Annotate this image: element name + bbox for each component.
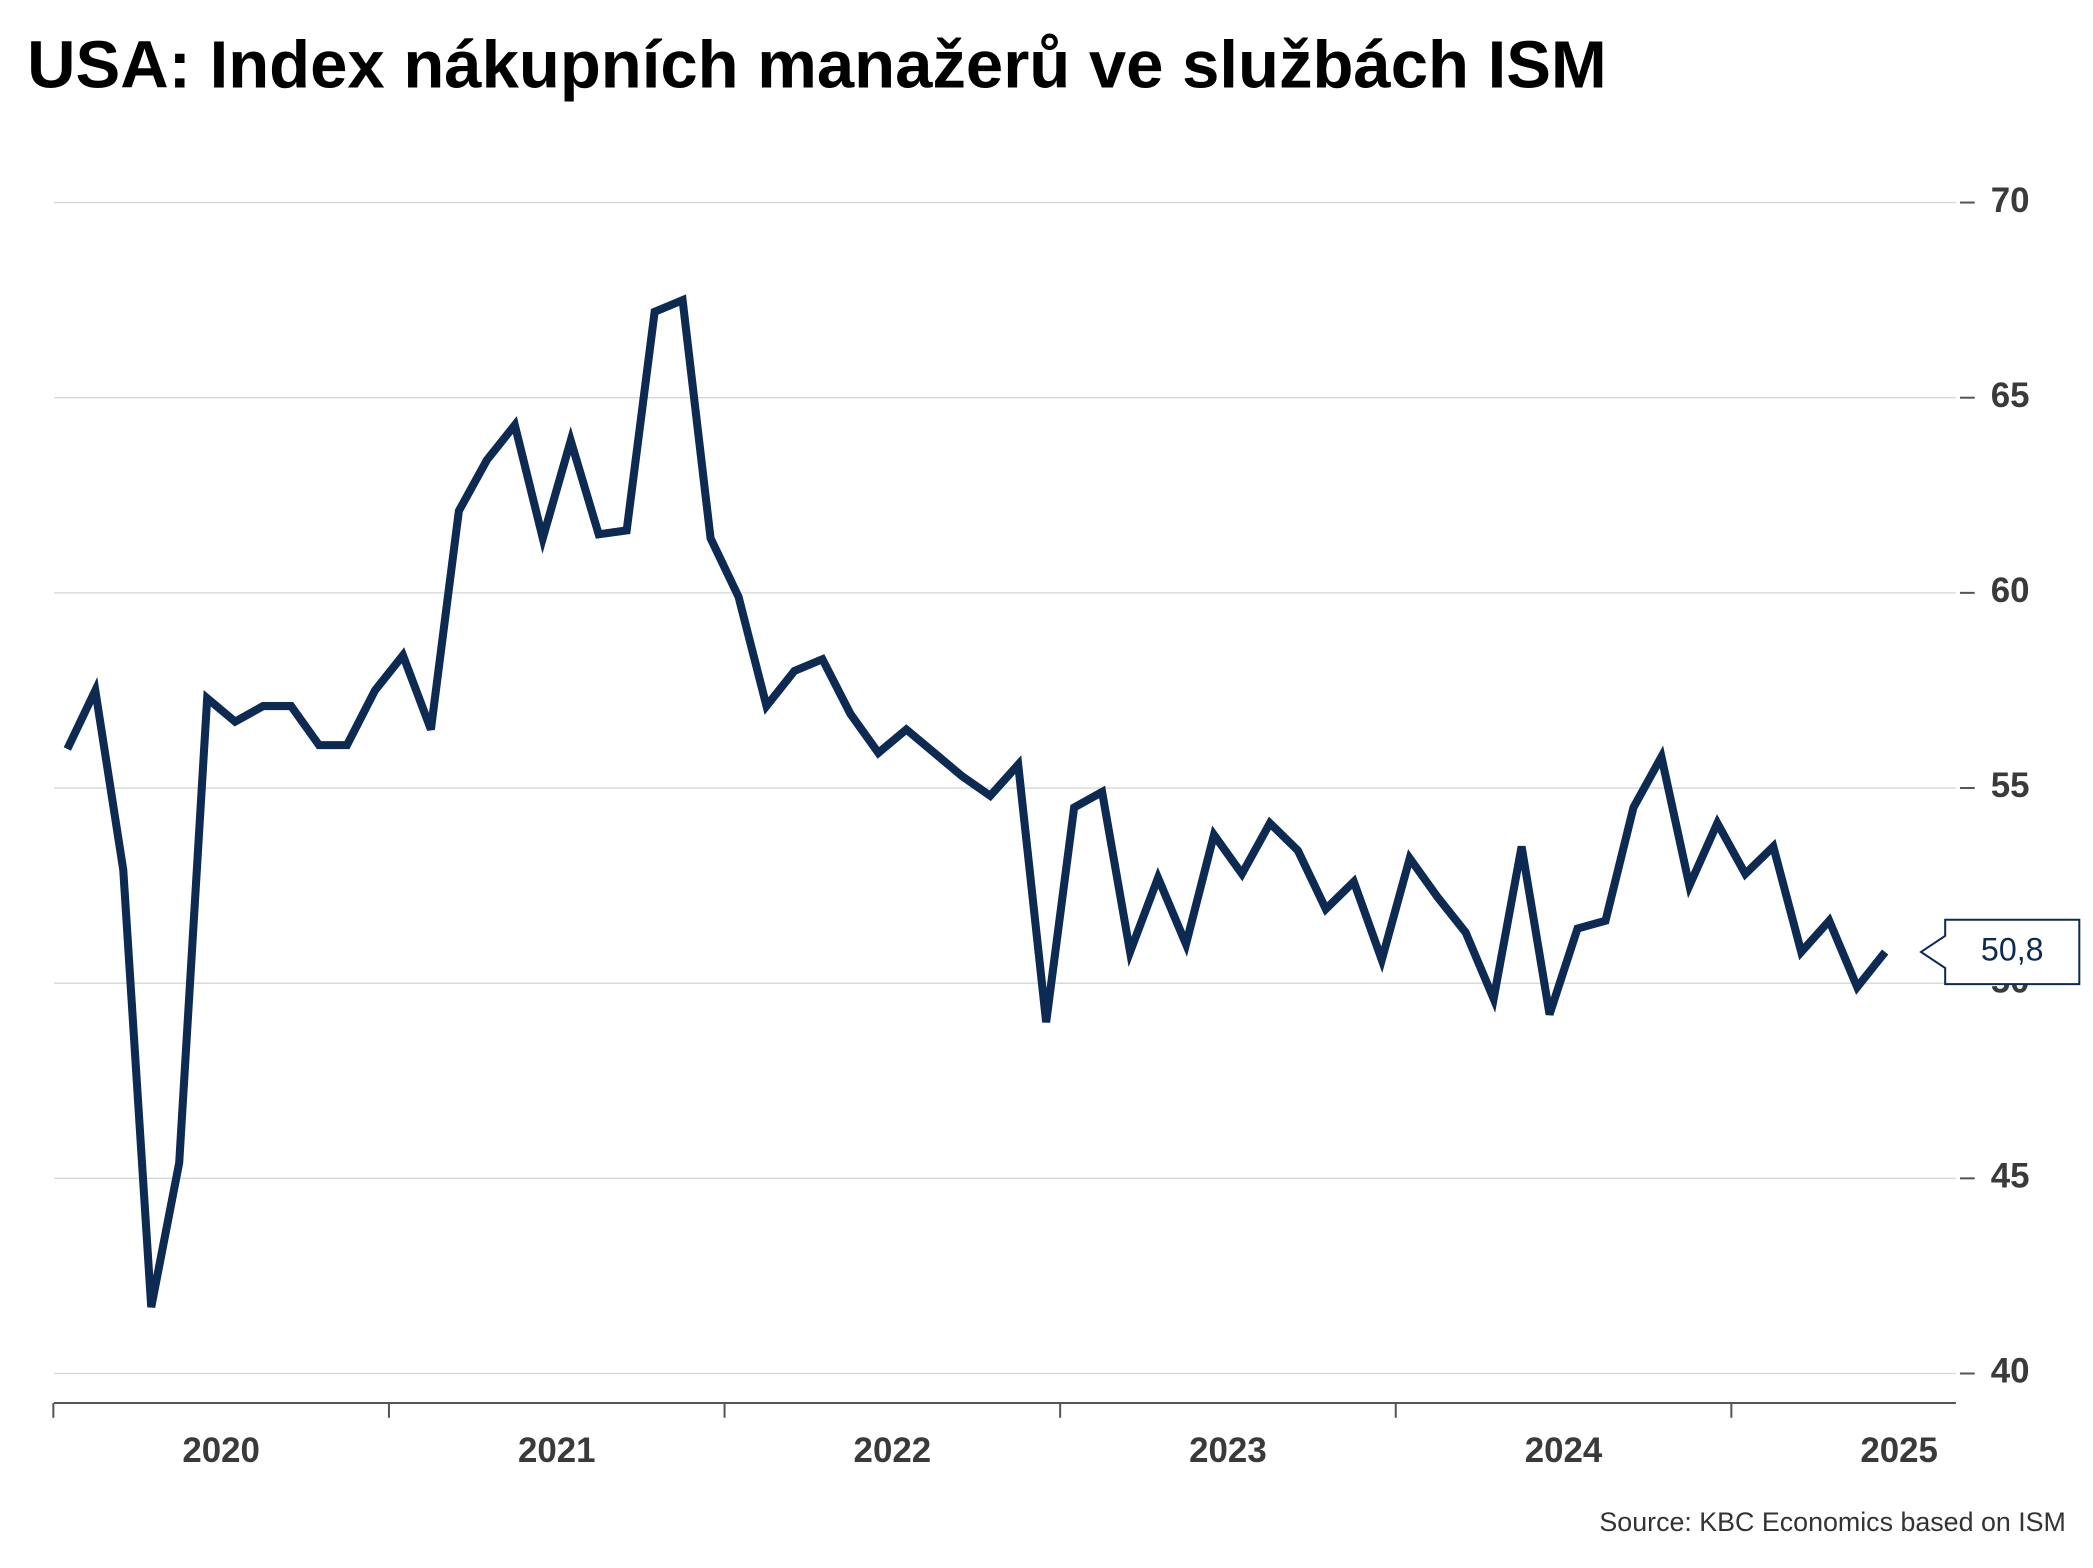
y-tick-label: 60 xyxy=(1991,571,2030,610)
y-tick-label: 70 xyxy=(1991,181,2030,220)
value-label-box xyxy=(1919,918,2081,986)
y-tick-label: 45 xyxy=(1991,1157,2030,1196)
y-tick-label: 55 xyxy=(1991,766,2030,805)
x-tick-label: 2021 xyxy=(518,1431,596,1470)
value-label: 50,8 xyxy=(1981,931,2044,967)
chart-title: USA: Index nákupních manažerů ve službác… xyxy=(27,27,1607,102)
x-tick-label: 2025 xyxy=(1860,1431,1938,1470)
x-tick-label: 2023 xyxy=(1189,1431,1267,1470)
x-tick-label: 2022 xyxy=(854,1431,932,1470)
x-tick-label: 2024 xyxy=(1525,1431,1603,1470)
y-tick-label: 65 xyxy=(1991,376,2030,415)
line xyxy=(63,294,1889,1308)
y-tick-label: 40 xyxy=(1991,1352,2030,1391)
x-tick-label: 2020 xyxy=(182,1431,260,1470)
source: Source: KBC Economics based on ISM xyxy=(1599,1507,2065,1537)
